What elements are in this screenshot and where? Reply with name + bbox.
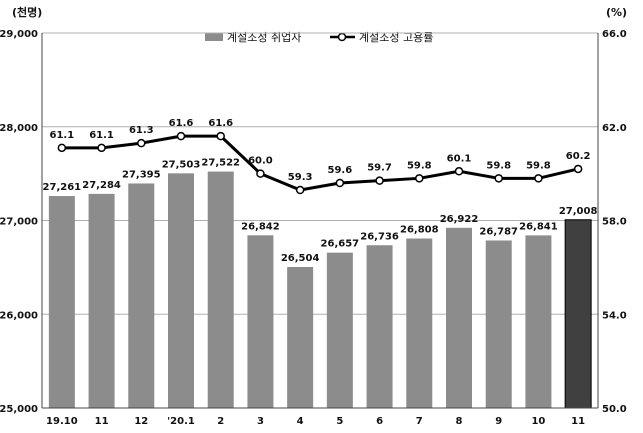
rate-label: 61.6: [208, 118, 233, 129]
rate-point: [335, 178, 345, 188]
bar-label: 26,841: [519, 221, 558, 232]
legend-bar-label: 계절조정 취업자: [227, 31, 301, 44]
right-tick-label: 66.0: [602, 29, 627, 40]
rate-point: [494, 174, 503, 183]
x-tick-label: 7: [416, 416, 423, 427]
x-tick-label: 5: [336, 416, 343, 427]
bar: [485, 240, 512, 408]
x-tick-label: 8: [456, 416, 463, 427]
bar: [525, 235, 552, 408]
x-tick-label: 3: [257, 416, 264, 427]
bar-label: 26,787: [479, 226, 518, 237]
rate-label: 59.7: [367, 163, 392, 174]
bar-label: 27,008: [559, 206, 598, 217]
bar: [564, 219, 592, 409]
rate-label: 61.1: [89, 130, 114, 141]
bar-label: 26,922: [440, 214, 479, 225]
bar-label: 26,808: [400, 225, 439, 236]
right-tick-label: 58.0: [602, 217, 627, 228]
bar: [406, 238, 433, 408]
right-tick-label: 54.0: [602, 310, 627, 321]
x-tick-label: 19.10: [46, 416, 78, 427]
right-tick-label: 62.0: [602, 123, 627, 134]
bars: [48, 171, 592, 409]
left-tick-label: 28,000: [0, 123, 38, 134]
bar-label: 27,503: [162, 159, 201, 170]
rate-label: 59.3: [288, 172, 313, 183]
legend: 계절조정 취업자 계절조정 고용률: [205, 31, 433, 44]
left-tick-label: 25,000: [0, 404, 38, 415]
bar-label: 27,395: [122, 169, 161, 180]
left-tick-labels: 25,000 26,000 27,000 28,000 29,000: [0, 29, 38, 415]
rate-label: 61.6: [169, 118, 194, 129]
bar-label: 26,842: [241, 221, 280, 232]
rate-point: [573, 164, 583, 174]
x-tick-label: '20.1: [167, 416, 195, 427]
line-labels: 61.1 61.1 61.3 61.6 61.6 60.0 59.3 59.6 59.7 59.8…: [50, 118, 591, 183]
rate-point: [375, 176, 384, 185]
rate-label: 59.8: [526, 160, 551, 171]
left-axis-unit: (천명): [12, 5, 42, 19]
x-tick-label: 11: [95, 416, 109, 427]
bar-label: 27,261: [43, 182, 82, 193]
rate-label: 60.2: [566, 151, 591, 162]
rate-point: [137, 138, 146, 148]
x-tick-label: 12: [134, 416, 148, 427]
rate-label: 59.8: [486, 160, 511, 171]
x-tick-label: 9: [495, 416, 502, 427]
legend-line-marker: [337, 32, 347, 42]
bar: [446, 227, 472, 408]
bar-label: 26,504: [281, 253, 320, 264]
bar: [48, 196, 75, 408]
x-tick-label: 11: [571, 416, 585, 427]
rate-point: [415, 174, 424, 183]
axes: [41, 33, 599, 409]
x-tick-label: 10: [531, 416, 545, 427]
right-axis-unit: (%): [606, 6, 627, 19]
right-tick-labels: 50.0 54.0 58.0 62.0 66.0: [602, 29, 627, 415]
x-tick-labels: 19.10 11 12 '20.1 2 3 4 5 6 7 8 9 10 11: [46, 416, 585, 427]
bar: [207, 171, 234, 408]
rate-point: [97, 143, 106, 153]
bar-label: 26,657: [321, 239, 360, 250]
rate-label: 60.1: [447, 153, 472, 164]
bar: [287, 267, 314, 408]
rate-label: 59.8: [407, 160, 432, 171]
rate-point: [176, 131, 186, 141]
x-tick-label: 2: [217, 416, 224, 427]
bar: [366, 245, 393, 408]
left-tick-label: 27,000: [0, 217, 38, 228]
right-tick-label: 50.0: [602, 404, 627, 415]
bar: [168, 173, 194, 408]
rate-point: [57, 143, 67, 153]
x-tick-label: 6: [376, 416, 383, 427]
rate-point: [534, 174, 543, 183]
rate-label: 60.0: [248, 156, 273, 167]
bar: [88, 193, 115, 408]
rate-point: [256, 169, 265, 178]
bar: [247, 235, 274, 408]
rate-label: 61.1: [50, 130, 75, 141]
rate-label: 61.3: [129, 125, 154, 136]
bar: [128, 183, 155, 408]
bar-label: 27,522: [201, 158, 240, 169]
legend-line-label: 계절조정 고용률: [359, 31, 433, 44]
bar-label: 26,736: [360, 231, 399, 242]
legend-bar-swatch: [205, 33, 223, 41]
rate-label: 59.6: [328, 165, 353, 176]
bar-label: 27,284: [82, 180, 121, 191]
rate-point: [216, 131, 225, 141]
x-tick-label: 4: [297, 416, 304, 427]
rate-point: [454, 167, 464, 176]
left-tick-label: 26,000: [0, 310, 38, 321]
rate-line: [57, 131, 583, 195]
rate-line-path: [61, 134, 579, 192]
bar: [326, 252, 353, 408]
left-tick-label: 29,000: [0, 29, 38, 40]
rate-point: [295, 185, 305, 195]
